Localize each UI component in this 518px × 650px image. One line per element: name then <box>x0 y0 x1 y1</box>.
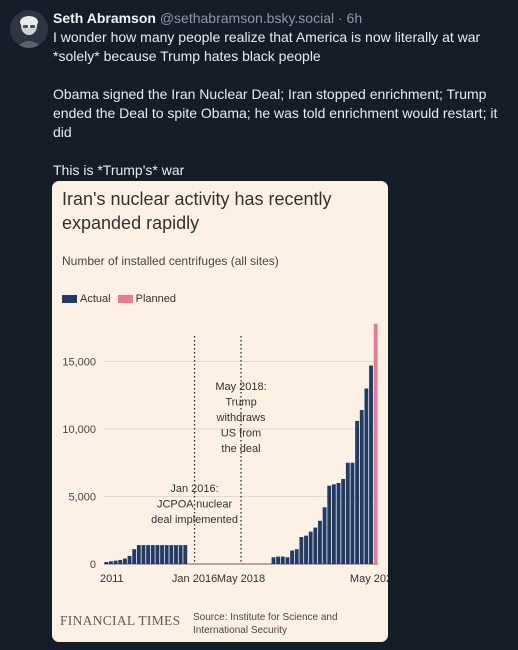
separator-dot: · <box>337 10 343 26</box>
x-tick-label: 2011 <box>100 573 124 585</box>
y-tick-label: 15,000 <box>62 357 96 369</box>
chart-subtitle: Number of installed centrifuges (all sit… <box>62 254 279 268</box>
bar-actual <box>364 388 369 564</box>
bar-actual <box>313 527 318 564</box>
bar-actual <box>174 545 178 564</box>
bar-actual <box>146 545 151 564</box>
bar-actual <box>178 545 183 564</box>
bar-actual <box>155 545 160 564</box>
bar-actual <box>285 557 290 564</box>
legend-swatch-planned <box>117 295 133 303</box>
post: Seth Abramson @sethabramson.bsky.social … <box>53 9 511 199</box>
embedded-chart-image[interactable]: Iran's nuclear activity has recently exp… <box>52 181 388 642</box>
annotation-label: JCPOA nuclear <box>157 499 233 511</box>
chart-source: Source: Institute for Science and Intern… <box>193 612 338 636</box>
bar-actual <box>308 531 313 564</box>
post-paragraph: I wonder how many people realize that Am… <box>53 29 481 64</box>
centrifuge-bar-chart: 0 5,000 10,000 15,000 Jan 2016: JCPOA nuclear… <box>62 323 388 585</box>
post-text: I wonder how many people realize that Am… <box>53 28 511 180</box>
bar-actual <box>271 557 276 564</box>
annotation-label: US from <box>221 428 261 440</box>
annotation-label: May 2018: <box>215 381 266 393</box>
legend-item-planned: Planned <box>117 293 177 305</box>
bar-actual <box>141 545 146 564</box>
bar-actual <box>336 483 341 564</box>
bar-actual <box>341 478 346 564</box>
author-handle[interactable]: @sethabramson.bsky.social <box>159 10 335 26</box>
annotation-label: Trump <box>225 397 256 409</box>
chart-legend: Actual Planned <box>62 293 180 306</box>
legend-swatch-actual <box>62 295 77 303</box>
x-tick-label: May 2018 <box>217 573 265 585</box>
y-tick-label: 10,000 <box>62 424 96 436</box>
post-header: Seth Abramson @sethabramson.bsky.social … <box>53 9 511 27</box>
bar-actual <box>322 507 327 564</box>
bar-actual <box>280 556 285 564</box>
y-tick-label: 0 <box>90 559 96 571</box>
bar-actual <box>327 485 332 564</box>
legend-item-actual: Actual <box>62 293 111 305</box>
bar-actual <box>118 559 123 564</box>
legend-label-actual: Actual <box>80 293 111 305</box>
bar-actual <box>169 545 174 564</box>
post-paragraph: Obama signed the Iran Nuclear Deal; Iran… <box>53 86 498 140</box>
bar-actual <box>355 420 360 564</box>
avatar-image <box>10 10 48 48</box>
bar-actual <box>359 410 364 564</box>
bar-planned <box>373 323 378 564</box>
brand-logo: FINANCIAL TIMES <box>60 613 181 628</box>
bar-actual <box>104 561 109 564</box>
bar-actual <box>350 462 355 564</box>
bar-actual <box>150 545 155 564</box>
bar-actual <box>132 549 137 564</box>
bar-actual <box>299 537 304 564</box>
bar-actual <box>276 556 281 564</box>
author-avatar[interactable] <box>10 10 48 48</box>
bar-actual <box>127 555 132 564</box>
annotation-label: Jan 2016: <box>170 483 218 495</box>
bar-actual <box>318 520 322 564</box>
post-timestamp[interactable]: 6h <box>346 10 363 26</box>
author-name[interactable]: Seth Abramson <box>53 10 156 26</box>
bar-actual <box>164 545 169 564</box>
legend-label-planned: Planned <box>135 293 177 305</box>
annotation-label: deal implemented <box>151 514 238 526</box>
bar-actual <box>113 560 118 564</box>
post-paragraph: This is *Trump's* war <box>53 162 185 178</box>
annotation-label: the deal <box>221 443 260 455</box>
bar-actual <box>109 561 113 564</box>
bar-actual <box>369 365 373 564</box>
annotation-label: withdraws <box>216 412 266 424</box>
bar-actual <box>304 535 308 564</box>
x-tick-label: Jan 2016 <box>172 573 217 585</box>
bar-actual <box>160 545 164 564</box>
bar-actual <box>183 545 188 564</box>
bar-actual <box>122 558 127 564</box>
y-tick-label: 5,000 <box>68 492 96 504</box>
chart-title: Iran's nuclear activity has recently exp… <box>62 189 332 233</box>
bar-actual <box>294 549 299 564</box>
bar-actual <box>290 550 295 564</box>
bar-actual <box>345 462 350 564</box>
x-tick-label: May 202 <box>350 573 388 585</box>
bar-actual <box>136 545 141 564</box>
bar-actual <box>331 484 336 564</box>
